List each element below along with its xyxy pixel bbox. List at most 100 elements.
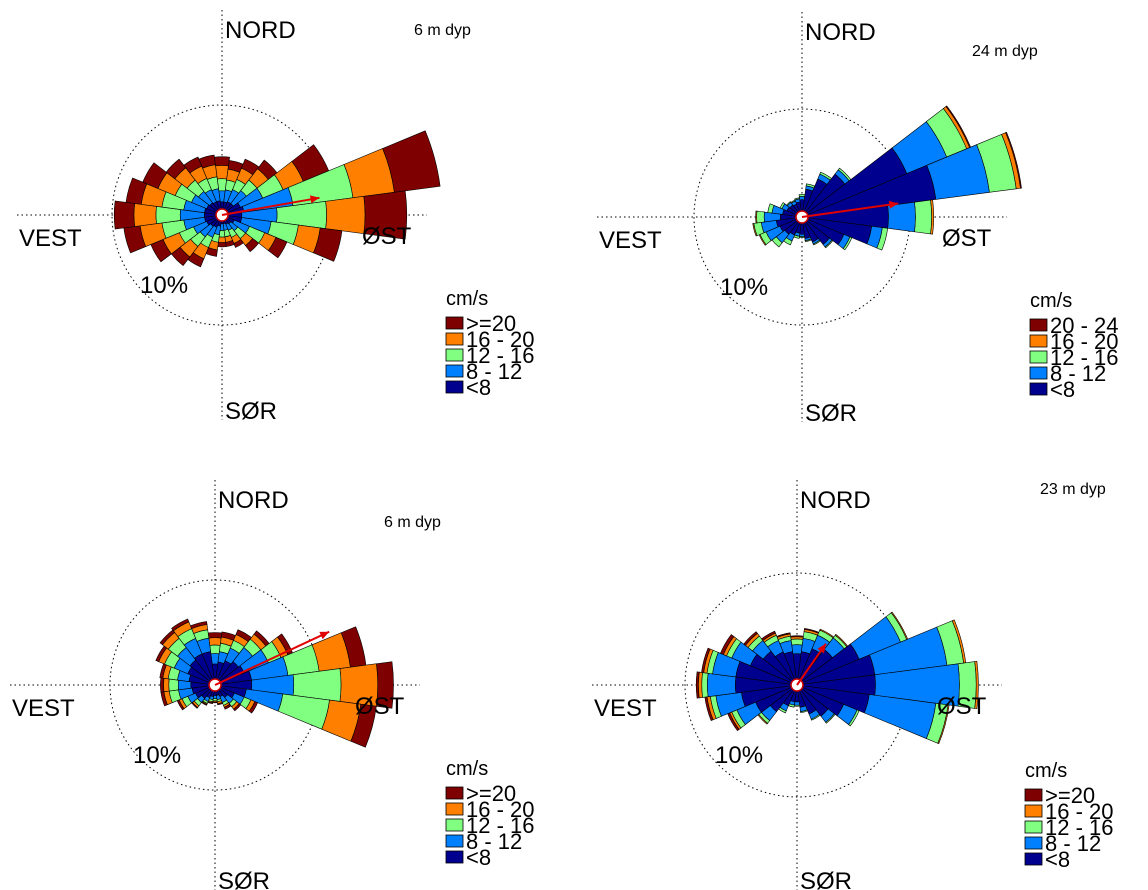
legend-label: <8: [1050, 377, 1075, 402]
depth-title: 24 m dyp: [972, 43, 1038, 60]
rose-sector-band: [201, 651, 216, 686]
south-label: SØR: [218, 868, 270, 890]
mean-current-arrow: [801, 200, 899, 218]
mean-current-arrow: [221, 195, 320, 216]
legend-swatch: [1029, 382, 1048, 396]
rose-sector-band: [113, 200, 136, 230]
rose-sector-band: [796, 684, 870, 714]
rose-sector-band: [791, 644, 803, 655]
rose-sector-band: [208, 637, 222, 646]
legend-swatch: [445, 802, 464, 816]
rose-sector-band: [783, 651, 798, 686]
depth-title: 23 m dyp: [1040, 481, 1106, 498]
legend-swatch: [1024, 788, 1043, 802]
legend-swatch: [445, 786, 464, 800]
legend-swatch: [445, 316, 464, 330]
mean-current-arrow: [214, 630, 330, 686]
legend-swatch: [1024, 852, 1043, 866]
legend-label: 12 - 16: [466, 343, 535, 368]
depth-title: 6 m dyp: [414, 22, 471, 39]
speed-legend: cm/s >=20 16 - 20 12 - 16 8 - 12 <8: [1024, 760, 1114, 872]
rose-sector-band: [218, 236, 226, 243]
legend-label: 20 - 24: [1050, 313, 1119, 338]
legend-label: 12 - 16: [1045, 815, 1114, 840]
legend-swatch: [1029, 350, 1048, 364]
rose-sector-band: [209, 644, 221, 655]
legend-title: cm/s: [1025, 760, 1067, 782]
mean-vector-arrowhead: [319, 631, 330, 640]
legend-label: 16 - 20: [1050, 329, 1119, 354]
mean-vector-line: [221, 196, 320, 216]
legend-title: cm/s: [446, 288, 488, 310]
legend-label: 8 - 12: [466, 829, 522, 854]
rose-sector-band: [794, 701, 800, 706]
legend-label: 8 - 12: [1050, 361, 1106, 386]
rose-sector-band: [277, 693, 330, 730]
legend-swatch: [445, 332, 464, 346]
ring-percent-label: 10%: [715, 742, 763, 769]
west-label: VEST: [594, 695, 657, 722]
legend-swatch: [445, 364, 464, 378]
legend-title: cm/s: [446, 758, 488, 780]
legend-swatch: [1029, 334, 1048, 348]
legend-label: 12 - 16: [466, 813, 535, 838]
rose-sectors: [113, 130, 441, 268]
ring-percent-label: 10%: [133, 742, 181, 769]
legend-label: 8 - 12: [1045, 831, 1101, 856]
mean-vector-arrowhead: [817, 643, 826, 654]
rose-sector-band: [756, 210, 765, 224]
mean-vector-arrowhead: [309, 195, 320, 204]
north-label: NORD: [218, 487, 289, 514]
legend-label: <8: [466, 845, 491, 870]
legend-swatch: [445, 380, 464, 394]
legend-swatch: [445, 834, 464, 848]
north-label: NORD: [805, 19, 876, 46]
legend-label: 16 - 20: [1045, 799, 1114, 824]
legend-label: >=20: [466, 311, 516, 336]
rose-sector-band: [790, 638, 804, 646]
north-label: NORD: [800, 487, 871, 514]
rose-sector-band: [325, 195, 366, 235]
legend-label: 16 - 20: [466, 327, 535, 352]
legend-swatch: [1024, 804, 1043, 818]
rose-sectors: [695, 611, 979, 745]
west-label: VEST: [19, 225, 82, 252]
legend-swatch: [445, 818, 464, 832]
mean-vector-arrowhead: [888, 200, 899, 209]
rose-sector-band: [168, 678, 179, 692]
legend-swatch: [1029, 318, 1048, 332]
rose-panel-23m: NORD SØR ØST VEST 10% 23 m dyp cm/s >=20…: [592, 480, 1114, 890]
west-label: VEST: [12, 695, 75, 722]
rose-sector-band: [217, 241, 227, 248]
east-label: ØST: [942, 225, 992, 252]
rose-sectors: [155, 618, 394, 748]
mean-vector-line: [214, 630, 330, 686]
rose-sector-band: [801, 216, 845, 246]
legend-label: >=20: [1045, 783, 1095, 808]
legend-label: 8 - 12: [466, 359, 522, 384]
rose-panel-6m-top: NORD SØR ØST VEST 10% 6 m dyp cm/s >=20 …: [17, 10, 535, 425]
legend-label: <8: [1045, 847, 1070, 872]
legend-title: cm/s: [1030, 290, 1072, 312]
ring-percent-label: 10%: [720, 274, 768, 301]
ring-percent-label: 10%: [140, 272, 188, 299]
legend-swatch: [445, 850, 464, 864]
legend-label: 16 - 20: [466, 797, 535, 822]
rose-sector-band: [798, 196, 806, 201]
south-label: SØR: [805, 400, 857, 427]
rose-sector-band: [707, 672, 737, 698]
east-label: ØST: [362, 223, 412, 250]
depth-title: 6 m dyp: [384, 514, 441, 531]
legend-swatch: [1024, 820, 1043, 834]
rose-sector-band: [214, 156, 230, 167]
rose-sector-band: [801, 216, 830, 245]
east-label: ØST: [937, 693, 987, 720]
rose-sector-band: [801, 164, 937, 218]
west-label: VEST: [599, 227, 662, 254]
rose-sector-band: [215, 165, 229, 180]
south-label: SØR: [800, 868, 852, 890]
rose-sector-band: [207, 632, 223, 639]
rose-sector-band: [163, 677, 170, 693]
mean-vector-line: [801, 202, 899, 218]
legend-label: >=20: [466, 781, 516, 806]
